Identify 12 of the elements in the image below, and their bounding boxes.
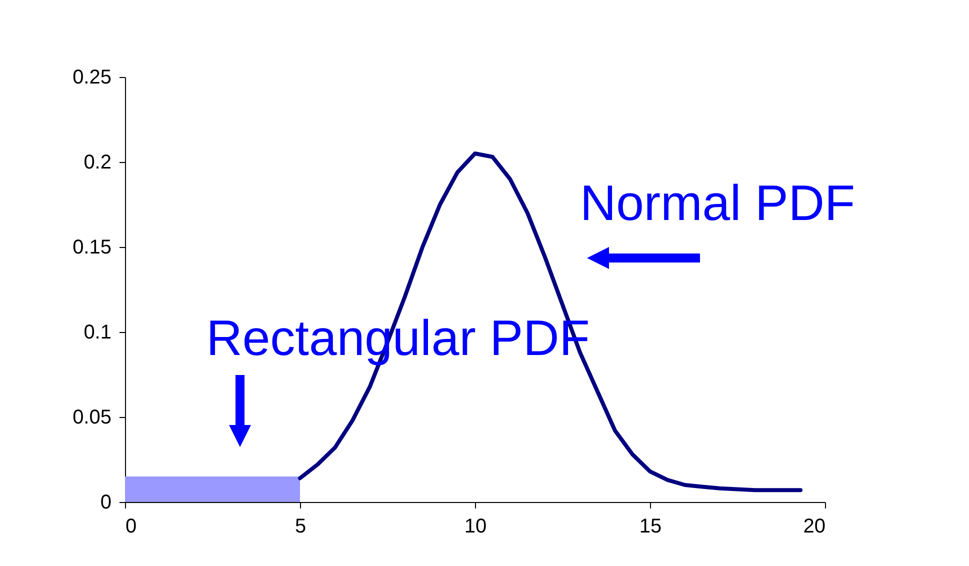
x-tick-label: 20 — [803, 516, 826, 538]
y-tick-label: 0.05 — [72, 406, 112, 428]
x-tick-label: 10 — [464, 516, 487, 538]
x-tick-label: 0 — [126, 516, 137, 538]
y-tick-label: 0 — [100, 492, 112, 514]
x-tick-label: 15 — [639, 516, 662, 538]
y-tick-label: 0.25 — [72, 66, 112, 88]
annotation: Normal PDF — [580, 175, 856, 231]
y-tick-label: 0.1 — [84, 322, 112, 344]
y-tick-label: 0.15 — [72, 236, 112, 258]
y-tick-label: 0.2 — [84, 152, 112, 174]
x-tick-label: 5 — [294, 516, 306, 538]
